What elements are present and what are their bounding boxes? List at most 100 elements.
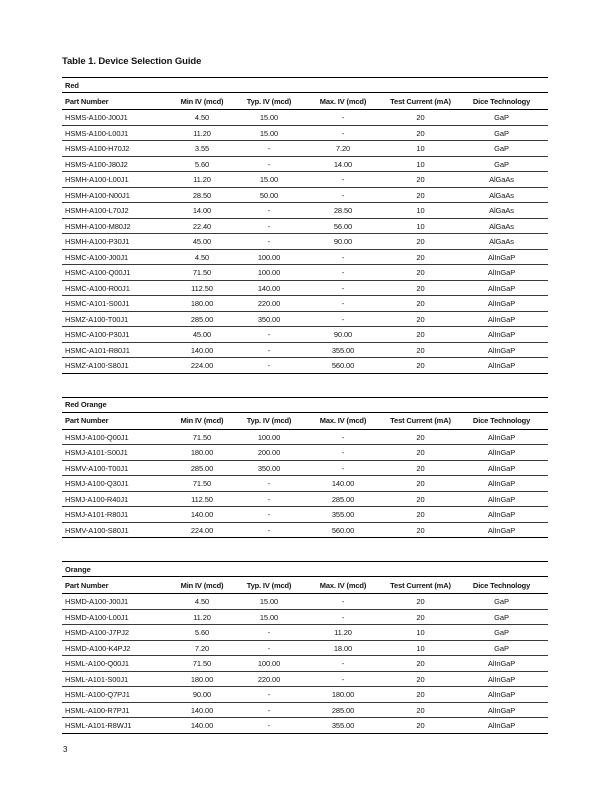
value-cell: -: [300, 311, 386, 328]
value-cell: 11.20: [166, 125, 238, 142]
value-cell: 50.00: [238, 187, 300, 204]
value-cell: -: [267, 525, 271, 535]
value-cell: GaP: [455, 109, 548, 126]
part-number-cell: HSMJ-A100-Q30J1: [62, 475, 166, 492]
value-cell: 224.00: [190, 361, 214, 371]
value-cell: 140.00: [190, 721, 214, 731]
value-cell: AlGaAs: [455, 218, 548, 235]
value-cell: 11.20: [166, 609, 238, 626]
part-number-cell: HSMJ-A100-R40J1: [62, 491, 166, 508]
part-number-cell: HSMH-A100-M80J2: [62, 218, 166, 235]
value-cell: 20: [386, 686, 455, 703]
value-cell: AlInGaP: [455, 702, 549, 719]
column-header-max-iv: Max. IV (mcd): [300, 576, 386, 595]
value-cell: -: [300, 249, 386, 266]
value-cell: -: [300, 125, 386, 142]
value-cell: AlGaAs: [455, 202, 548, 219]
table-row: HSMS-A100-H70J2 3.55-7.20 10 GaP: [62, 140, 548, 157]
value-cell: -: [300, 444, 386, 461]
part-number-cell: HSMD-A100-L00J1: [62, 609, 166, 626]
column-header-max-iv: Max. IV (mcd): [300, 412, 386, 430]
value-cell: 5.60: [166, 624, 238, 641]
table-row: HSMC-A100-Q00J1 71.50 100.00-20 AlInGaP: [62, 264, 548, 281]
part-number-cell: HSMS-A100-L00J1: [62, 125, 166, 142]
column-header-typ-iv: Typ. IV (mcd): [238, 412, 300, 430]
value-cell: GaP: [455, 593, 549, 610]
part-number-cell: HSMH-A100-L00J1: [62, 171, 166, 188]
value-cell: 20: [416, 525, 425, 535]
value-cell: 560.00: [331, 525, 355, 535]
value-cell: -: [300, 609, 386, 626]
value-cell: 4.50: [166, 593, 238, 610]
value-cell: AlGaAs: [455, 233, 548, 250]
section-label-orange: Orange: [62, 561, 549, 578]
value-cell: 20: [416, 721, 425, 731]
value-cell: 28.50: [300, 202, 386, 219]
value-cell: -: [300, 671, 386, 688]
value-cell: 140.00: [238, 280, 300, 297]
value-cell: AlInGaP: [455, 295, 548, 312]
value-cell: GaP: [455, 140, 548, 157]
table-row: HSMS-A100-L00J1 11.20 15.00-20 GaP: [62, 125, 548, 142]
value-cell: AlInGaP: [455, 249, 548, 266]
value-cell: 100.00: [238, 264, 300, 281]
table-row: HSMD-A100-J7PJ2 5.60-11.20 10 GaP: [62, 624, 549, 641]
value-cell: 7.20: [166, 640, 238, 657]
part-number-cell: HSMZ-A100-T00J1: [62, 311, 166, 328]
value-cell: AlInGaP: [455, 655, 549, 672]
value-cell: 285.00: [166, 311, 238, 328]
part-number-cell: HSMH-A100-N00J1: [62, 187, 166, 204]
value-cell: -: [267, 721, 271, 731]
value-cell: 224.00: [190, 525, 214, 535]
value-cell: AlInGaP: [455, 311, 548, 328]
value-cell: -: [300, 460, 386, 477]
value-cell: 220.00: [238, 295, 300, 312]
part-number-cell: HSMJ-A101-S00J1: [62, 444, 166, 461]
table-row: HSMZ-A100-T00J1 285.00 350.00-20 AlInGaP: [62, 311, 548, 328]
value-cell: 20: [386, 233, 455, 250]
column-header-row: Part Number Min IV (mcd) Typ. IV (mcd) M…: [62, 412, 549, 430]
part-number-cell: HSMC-A100-P30J1: [62, 326, 166, 343]
value-cell: -: [238, 491, 300, 508]
table-row: HSMJ-A101-R80J1 140.00-355.00 20 AlInGaP: [62, 506, 549, 523]
value-cell: 20: [386, 460, 455, 477]
value-cell: AlInGaP: [455, 686, 549, 703]
value-cell: -: [300, 429, 386, 446]
table-row: HSMJ-A100-R40J1 112.50-285.00 20 AlInGaP: [62, 491, 549, 508]
section-label-red: Red: [62, 77, 548, 94]
value-cell: 4.50: [166, 109, 238, 126]
value-cell: AlInGaP: [455, 429, 549, 446]
table-row: HSML-A100-Q7PJ1 90.00-180.00 20 AlInGaP: [62, 686, 549, 703]
value-cell: AlGaAs: [455, 187, 548, 204]
value-cell: 100.00: [238, 429, 300, 446]
column-header-dice-technology: Dice Technology: [455, 576, 549, 595]
part-number-cell: HSMC-A101-S00J1: [62, 295, 166, 312]
part-number-cell: HSMC-A100-R00J1: [62, 280, 166, 297]
part-number-cell: HSML-A100-Q7PJ1: [62, 686, 166, 703]
column-header-part-number: Part Number: [62, 412, 166, 430]
value-cell: -: [238, 218, 300, 235]
part-number-cell: HSMH-A100-L70J2: [62, 202, 166, 219]
value-cell: 20: [386, 609, 455, 626]
value-cell: AlInGaP: [455, 491, 549, 508]
column-header-part-number: Part Number: [62, 92, 166, 111]
value-cell: 20: [386, 444, 455, 461]
value-cell: -: [238, 475, 300, 492]
value-cell: AlInGaP: [455, 264, 548, 281]
table-row: HSMD-A100-K4PJ2 7.20-18.00 10 GaP: [62, 640, 549, 657]
value-cell: 10: [386, 156, 455, 173]
table-row: HSML-A101-S00J1 180.00 220.00-20 AlInGaP: [62, 671, 549, 688]
value-cell: 350.00: [238, 460, 300, 477]
value-cell: 285.00: [300, 491, 386, 508]
value-cell: GaP: [455, 640, 549, 657]
value-cell: 90.00: [300, 233, 386, 250]
value-cell: 100.00: [238, 249, 300, 266]
part-number-cell: HSMC-A100-J00J1: [62, 249, 166, 266]
value-cell: 20: [386, 655, 455, 672]
part-number-cell: HSMC-A101-R80J1: [62, 342, 166, 359]
column-header-part-number: Part Number: [62, 576, 166, 595]
table-row: HSMZ-A100-S80J1 224.00 - 560.00 20 AlInGaP: [62, 358, 548, 374]
value-cell: -: [238, 342, 300, 359]
value-cell: 20: [386, 702, 455, 719]
